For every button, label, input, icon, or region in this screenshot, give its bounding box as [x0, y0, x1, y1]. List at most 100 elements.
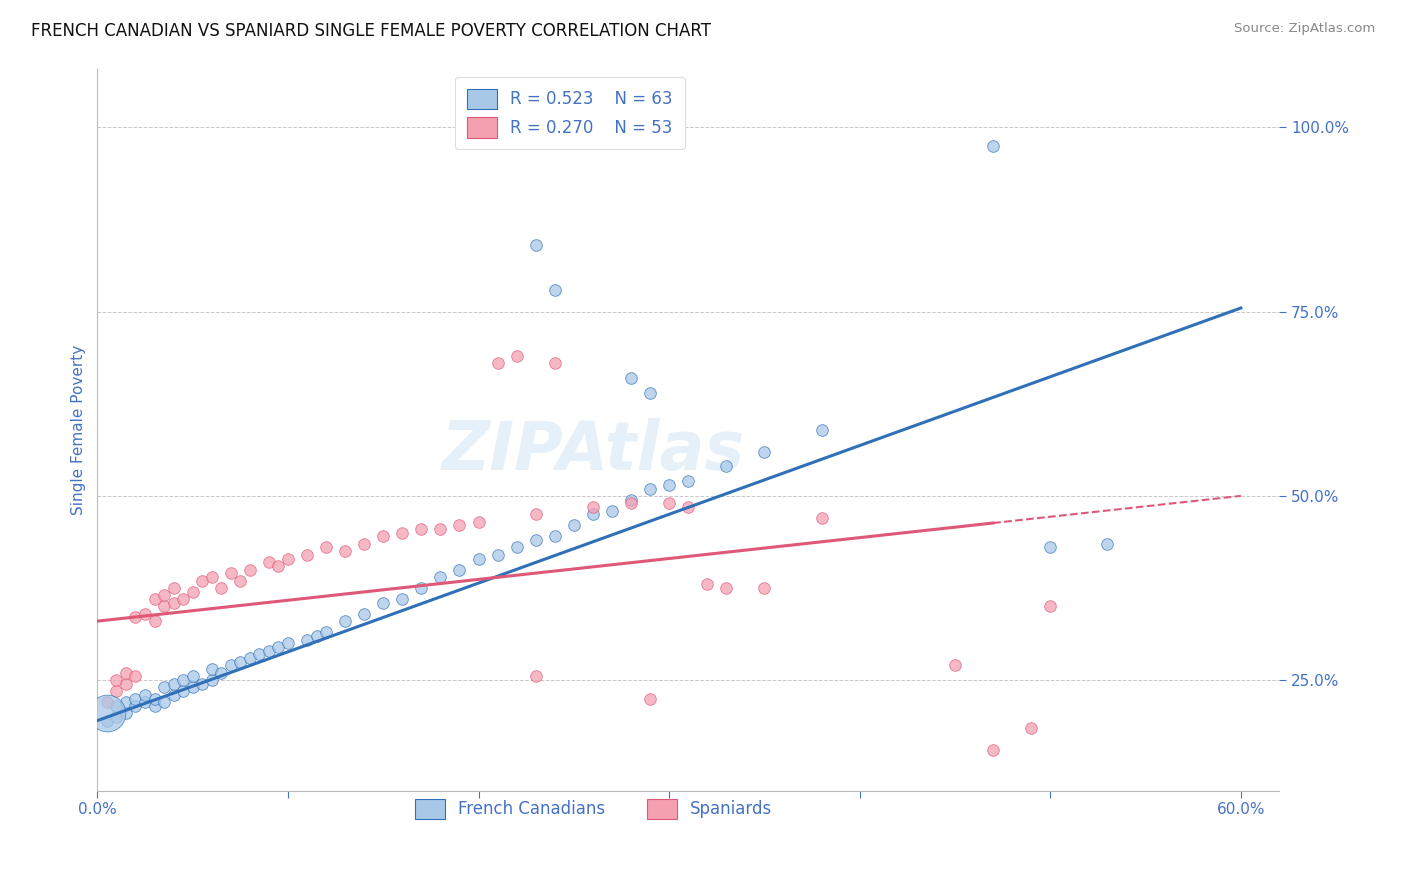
Point [277, 551, 299, 566]
Point [153, 681, 176, 695]
Point [467, 551, 489, 566]
Point [162, 596, 184, 610]
Point [124, 691, 146, 706]
Point [105, 698, 128, 713]
Point [257, 643, 280, 657]
Point [524, 669, 547, 683]
Point [411, 522, 433, 536]
Point [1097, 537, 1119, 551]
Point [96, 714, 118, 728]
Point [333, 614, 356, 628]
Point [162, 581, 184, 595]
Point [810, 511, 832, 525]
Point [295, 548, 318, 562]
Point [562, 518, 585, 533]
Point [315, 541, 337, 555]
Point [810, 423, 832, 437]
Point [1039, 541, 1062, 555]
Point [333, 544, 356, 558]
Point [981, 139, 1004, 153]
Point [162, 688, 184, 702]
Point [257, 555, 280, 569]
Point [676, 474, 699, 488]
Point [134, 688, 156, 702]
Point [201, 570, 224, 584]
Point [134, 695, 156, 709]
Point [172, 673, 194, 687]
Point [467, 515, 489, 529]
Point [96, 706, 118, 721]
Point [429, 522, 451, 536]
Point [201, 662, 224, 676]
Point [172, 684, 194, 698]
Point [153, 695, 176, 709]
Point [638, 482, 661, 496]
Point [524, 508, 547, 522]
Point [96, 695, 118, 709]
Point [505, 349, 527, 363]
Point [105, 673, 128, 687]
Point [247, 648, 270, 662]
Point [295, 632, 318, 647]
Point [716, 459, 738, 474]
Point [105, 684, 128, 698]
Point [449, 518, 471, 533]
Point [716, 581, 738, 595]
Point [209, 665, 232, 680]
Point [1019, 721, 1042, 735]
Point [943, 658, 966, 673]
Point [124, 610, 146, 624]
Point [315, 625, 337, 640]
Point [115, 695, 138, 709]
Point [544, 283, 567, 297]
Point [124, 698, 146, 713]
Point [696, 577, 718, 591]
Point [239, 563, 262, 577]
Point [201, 673, 224, 687]
Point [373, 596, 395, 610]
Point [391, 525, 413, 540]
Point [229, 574, 252, 588]
Text: FRENCH CANADIAN VS SPANIARD SINGLE FEMALE POVERTY CORRELATION CHART: FRENCH CANADIAN VS SPANIARD SINGLE FEMAL… [31, 22, 711, 40]
Point [191, 574, 214, 588]
Point [429, 570, 451, 584]
Point [486, 356, 509, 370]
Point [582, 500, 605, 514]
Point [162, 677, 184, 691]
Point [638, 691, 661, 706]
Point [544, 356, 567, 370]
Point [143, 592, 166, 607]
Point [172, 592, 194, 607]
Point [181, 584, 204, 599]
Point [181, 681, 204, 695]
Point [981, 743, 1004, 757]
Point [239, 651, 262, 665]
Point [754, 581, 776, 595]
Point [411, 581, 433, 595]
Point [676, 500, 699, 514]
Point [105, 710, 128, 724]
Point [353, 607, 375, 621]
Point [658, 496, 681, 510]
Point [124, 669, 146, 683]
Point [209, 581, 232, 595]
Point [219, 566, 242, 581]
Point [143, 614, 166, 628]
Point [391, 592, 413, 607]
Point [115, 706, 138, 721]
Point [267, 640, 290, 654]
Point [754, 444, 776, 458]
Point [620, 371, 643, 385]
Point [153, 599, 176, 614]
Point [524, 238, 547, 252]
Point [524, 533, 547, 547]
Point [505, 541, 527, 555]
Point [267, 558, 290, 573]
Point [486, 548, 509, 562]
Point [115, 677, 138, 691]
Point [1039, 599, 1062, 614]
Point [277, 636, 299, 650]
Point [191, 677, 214, 691]
Point [143, 691, 166, 706]
Point [143, 698, 166, 713]
